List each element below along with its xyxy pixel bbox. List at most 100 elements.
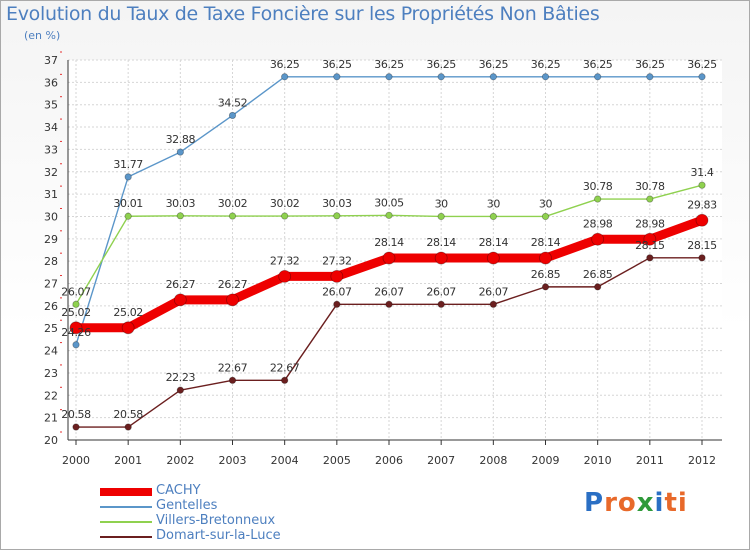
data-label-domart-sur-la-luce: 22.67	[218, 361, 248, 374]
point-domart-sur-la-luce	[333, 300, 341, 308]
legend-swatch-cachy	[100, 488, 152, 496]
y-tick-label: 33	[44, 143, 58, 156]
x-tick-label: 2011	[636, 454, 664, 467]
data-label-domart-sur-la-luce: 26.07	[479, 285, 509, 298]
point-cachy	[486, 251, 500, 265]
axes: 20 21 22 23 24 25 26 27 28 29 30 31 32 33 34 35 36 37 2000…	[44, 51, 722, 467]
data-label-domart-sur-la-luce: 22.67	[270, 361, 300, 374]
point-domart-sur-la-luce	[437, 300, 445, 308]
point-villers-bretonneux	[385, 211, 393, 219]
data-label-cachy: 28.98	[635, 217, 665, 230]
point-cachy	[330, 269, 344, 283]
data-label-gentelles: 36.25	[322, 58, 352, 71]
y-tick-label: 28	[44, 255, 58, 268]
series-layer	[69, 73, 709, 431]
data-label-gentelles: 24.26	[61, 326, 91, 339]
data-label-villers-bretonneux: 30.03	[322, 197, 352, 210]
data-label-cachy: 29.83	[687, 198, 717, 211]
point-gentelles	[489, 73, 497, 81]
data-label-cachy: 28.14	[531, 236, 561, 249]
point-domart-sur-la-luce	[176, 386, 184, 394]
x-tick-label: 2001	[114, 454, 142, 467]
point-domart-sur-la-luce	[541, 283, 550, 291]
point-cachy	[382, 251, 396, 265]
data-label-villers-bretonneux: 30.78	[635, 180, 665, 193]
data-label-gentelles: 36.25	[479, 58, 509, 71]
data-label-villers-bretonneux: 30.02	[218, 197, 248, 210]
logo-letter: o	[617, 488, 637, 518]
point-cachy	[173, 293, 187, 307]
y-tick-label: 26	[44, 300, 58, 313]
point-villers-bretonneux	[333, 212, 341, 220]
line-chart: 20 21 22 23 24 25 26 27 28 29 30 31 32 33 34 35 36 37 2000…	[44, 51, 722, 467]
point-cachy	[643, 232, 657, 246]
proxiti-logo: Proxiti	[584, 488, 688, 518]
point-gentelles	[333, 73, 341, 81]
point-domart-sur-la-luce	[281, 376, 289, 384]
plot-background	[68, 60, 722, 440]
data-label-cachy: 27.32	[322, 254, 352, 267]
data-label-domart-sur-la-luce: 20.58	[113, 408, 143, 421]
x-tick-label: 2012	[688, 454, 716, 467]
data-label-domart-sur-la-luce: 26.85	[531, 268, 561, 281]
point-cachy	[539, 251, 552, 265]
data-label-villers-bretonneux: 30	[435, 197, 449, 210]
point-domart-sur-la-luce	[489, 300, 497, 308]
data-label-domart-sur-la-luce: 22.23	[166, 371, 196, 384]
x-tick-label: 2004	[271, 454, 299, 467]
x-tick-label: 2006	[375, 454, 403, 467]
point-villers-bretonneux	[489, 212, 497, 221]
data-label-villers-bretonneux: 30	[539, 197, 553, 210]
data-label-gentelles: 36.25	[270, 58, 300, 71]
point-gentelles	[698, 73, 706, 81]
point-gentelles	[124, 173, 132, 181]
legend-label-gentelles: Gentelles	[156, 498, 218, 513]
data-label-cachy: 27.32	[270, 254, 300, 267]
point-gentelles	[72, 341, 80, 349]
data-label-cachy: 26.27	[166, 278, 196, 291]
y-tick-label: 35	[44, 99, 58, 112]
data-label-cachy: 26.27	[218, 278, 248, 291]
data-label-gentelles: 31.77	[113, 158, 143, 171]
point-villers-bretonneux	[228, 212, 237, 220]
y-tick-label: 34	[44, 121, 58, 134]
y-tick-label: 29	[44, 233, 58, 246]
point-cachy	[695, 213, 709, 227]
point-villers-bretonneux	[698, 181, 706, 189]
data-label-gentelles: 36.25	[374, 58, 404, 71]
data-label-villers-bretonneux: 30.02	[270, 197, 300, 210]
logo-letter: i	[677, 488, 688, 518]
logo-letter: x	[636, 488, 655, 518]
point-gentelles	[437, 73, 445, 81]
y-tick-label: 37	[44, 54, 58, 67]
y-tick-label: 30	[44, 210, 58, 223]
point-villers-bretonneux	[72, 300, 80, 308]
data-label-gentelles: 32.88	[166, 133, 196, 146]
point-villers-bretonneux	[594, 195, 602, 203]
data-label-villers-bretonneux: 30.03	[166, 197, 196, 210]
point-gentelles	[385, 73, 393, 81]
point-villers-bretonneux	[124, 212, 132, 220]
point-villers-bretonneux	[646, 195, 654, 203]
y-tick-label: 20	[44, 434, 58, 447]
data-label-gentelles: 36.25	[635, 58, 665, 71]
data-label-cachy: 28.14	[479, 236, 509, 249]
y-tick-label: 31	[44, 188, 58, 201]
point-domart-sur-la-luce	[72, 423, 80, 431]
y-tick-label: 23	[44, 367, 58, 380]
data-label-cachy: 25.02	[113, 306, 143, 319]
x-tick-label: 2007	[427, 454, 455, 467]
chart-title: Evolution du Taux de Taxe Foncière sur l…	[6, 3, 600, 25]
data-label-cachy: 28.14	[426, 236, 456, 249]
data-label-domart-sur-la-luce: 26.07	[322, 285, 352, 298]
data-label-villers-bretonneux: 30.78	[583, 180, 613, 193]
point-villers-bretonneux	[176, 212, 184, 220]
data-label-gentelles: 36.25	[583, 58, 613, 71]
point-cachy	[121, 321, 135, 335]
data-label-gentelles: 36.25	[426, 58, 456, 71]
point-domart-sur-la-luce	[594, 283, 602, 291]
point-domart-sur-la-luce	[385, 300, 393, 308]
y-tick-label: 24	[44, 345, 58, 358]
y-tick-label: 22	[44, 389, 58, 402]
logo-letter: P	[584, 488, 605, 518]
